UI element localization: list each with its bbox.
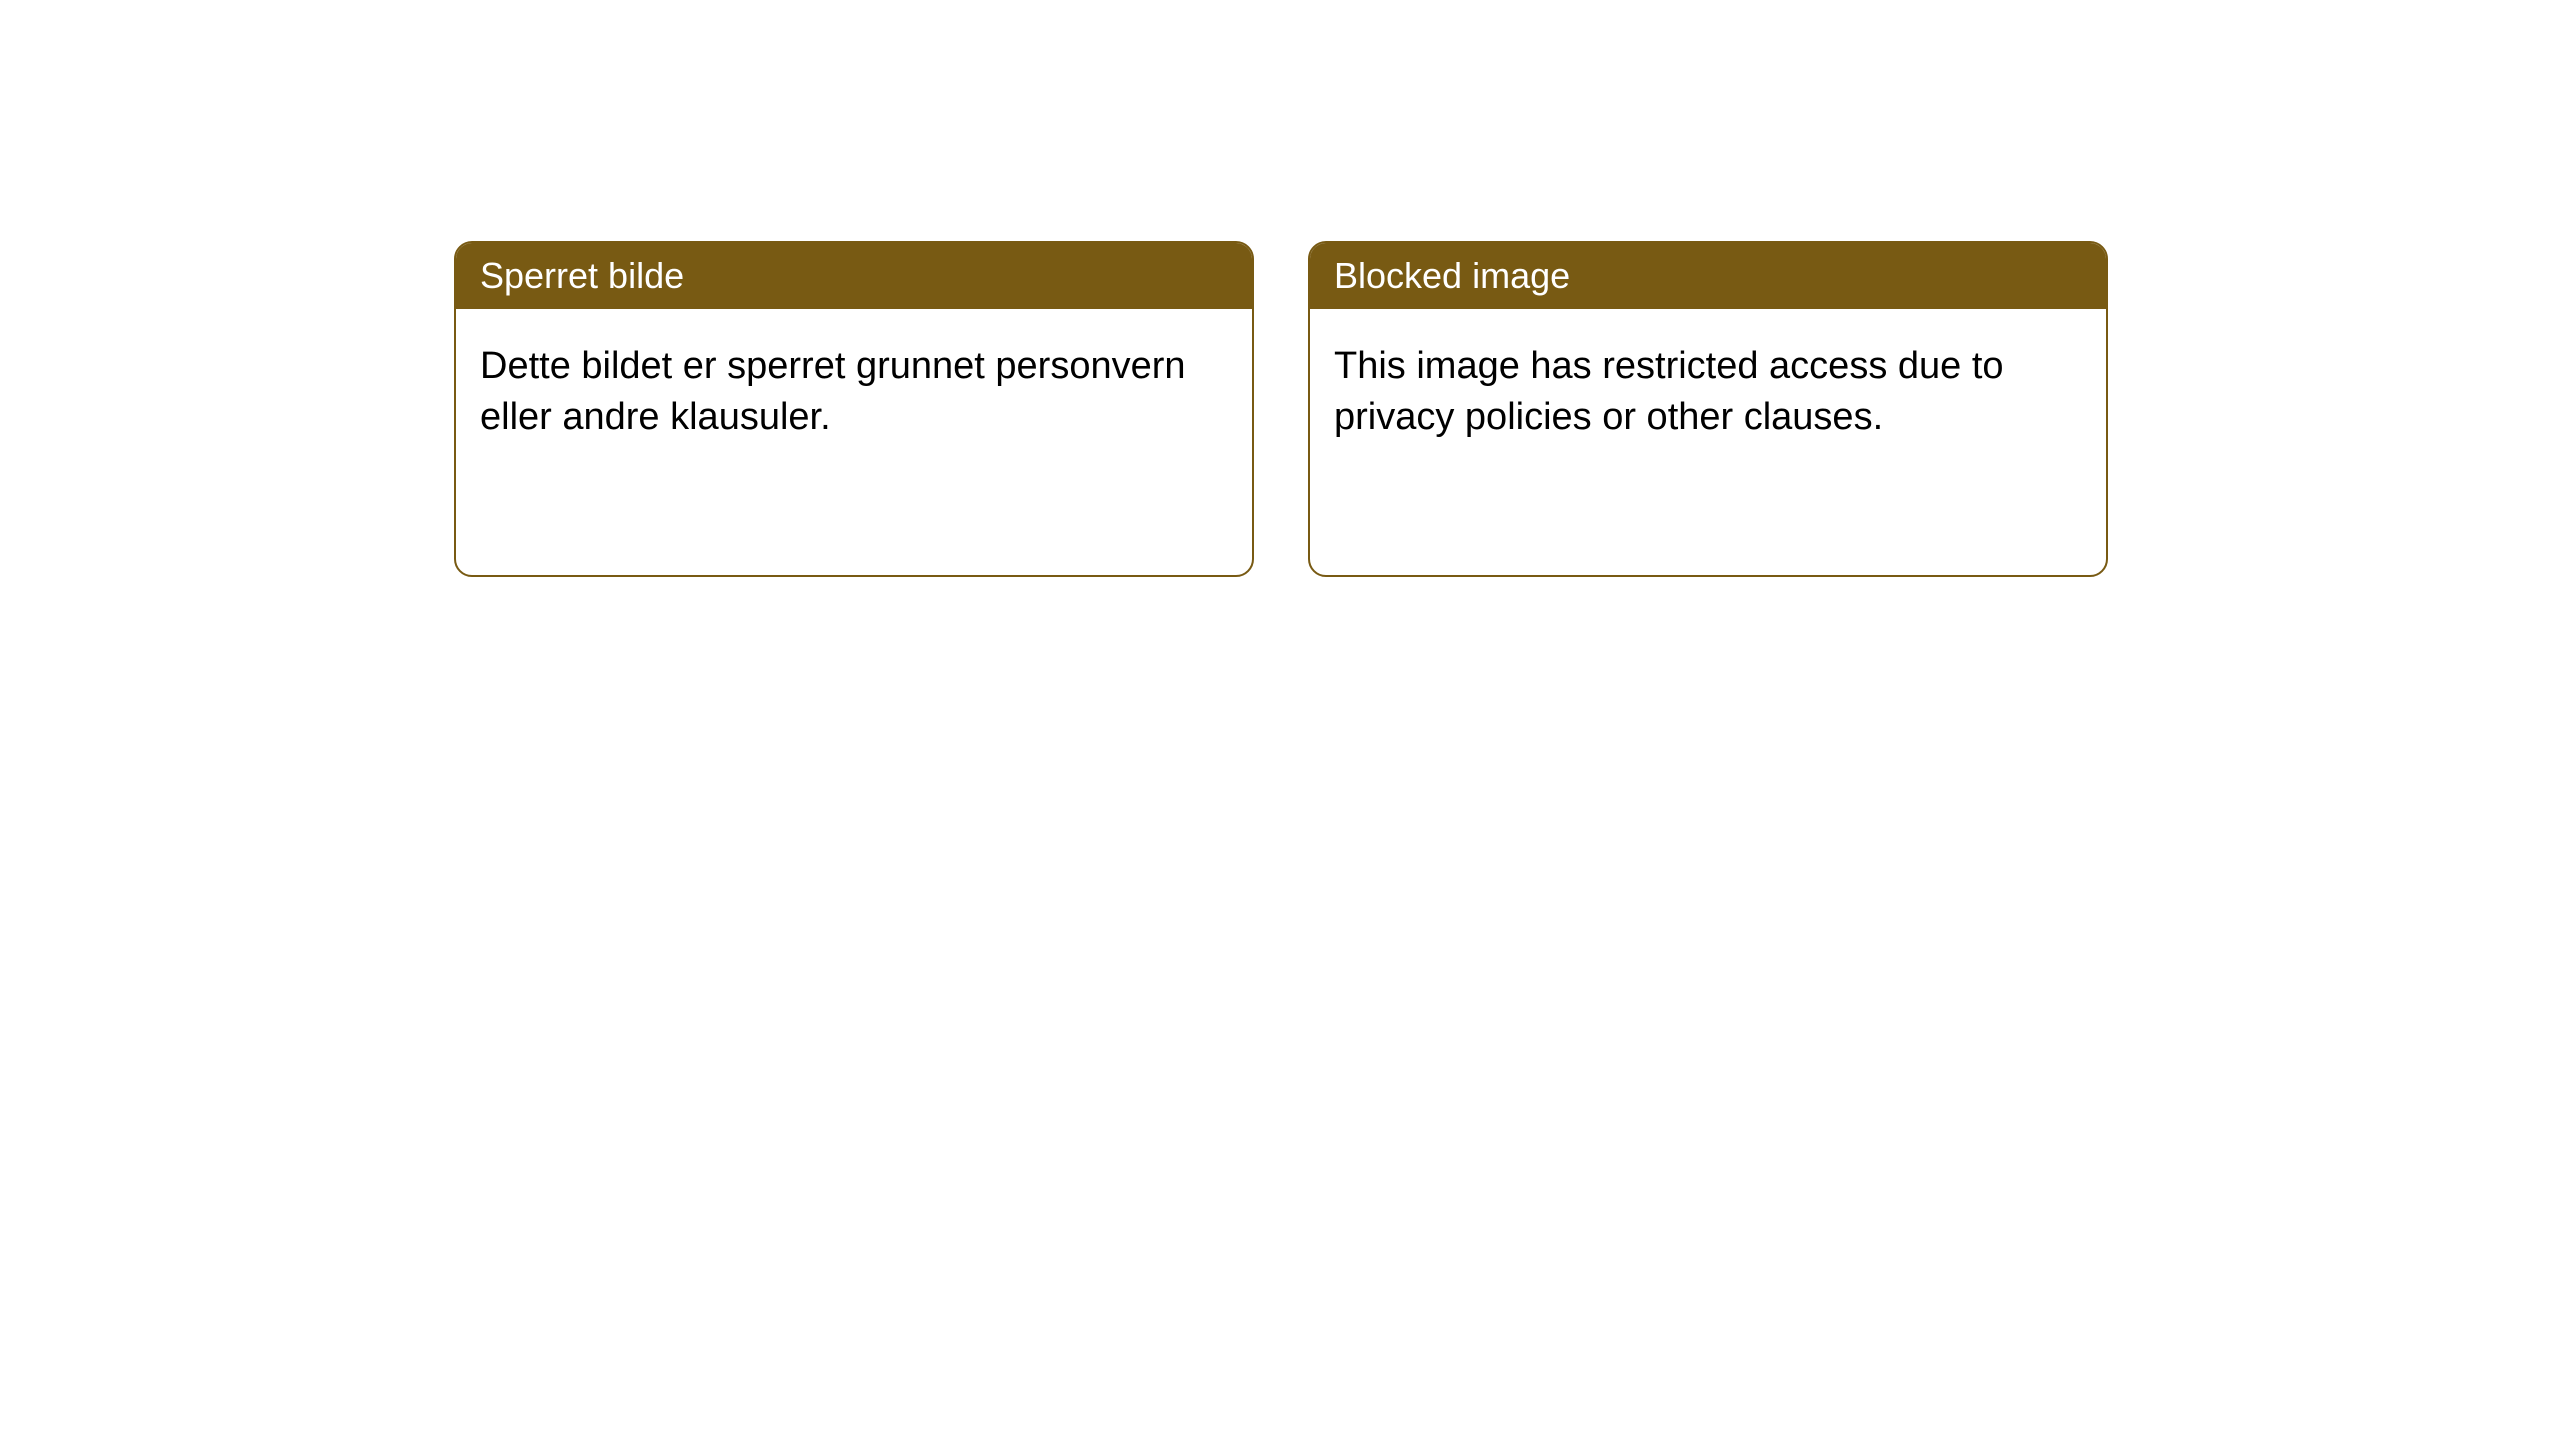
card-message-en: This image has restricted access due to … xyxy=(1334,345,2004,438)
blocked-image-notices: Sperret bilde Dette bildet er sperret gr… xyxy=(454,241,2108,577)
blocked-image-card-no: Sperret bilde Dette bildet er sperret gr… xyxy=(454,241,1254,577)
card-header-no: Sperret bilde xyxy=(456,243,1252,309)
blocked-image-card-en: Blocked image This image has restricted … xyxy=(1308,241,2108,577)
card-title-en: Blocked image xyxy=(1334,255,1570,296)
card-title-no: Sperret bilde xyxy=(480,255,684,296)
card-header-en: Blocked image xyxy=(1310,243,2106,309)
card-body-en: This image has restricted access due to … xyxy=(1310,309,2106,476)
card-message-no: Dette bildet er sperret grunnet personve… xyxy=(480,345,1186,438)
card-body-no: Dette bildet er sperret grunnet personve… xyxy=(456,309,1252,476)
